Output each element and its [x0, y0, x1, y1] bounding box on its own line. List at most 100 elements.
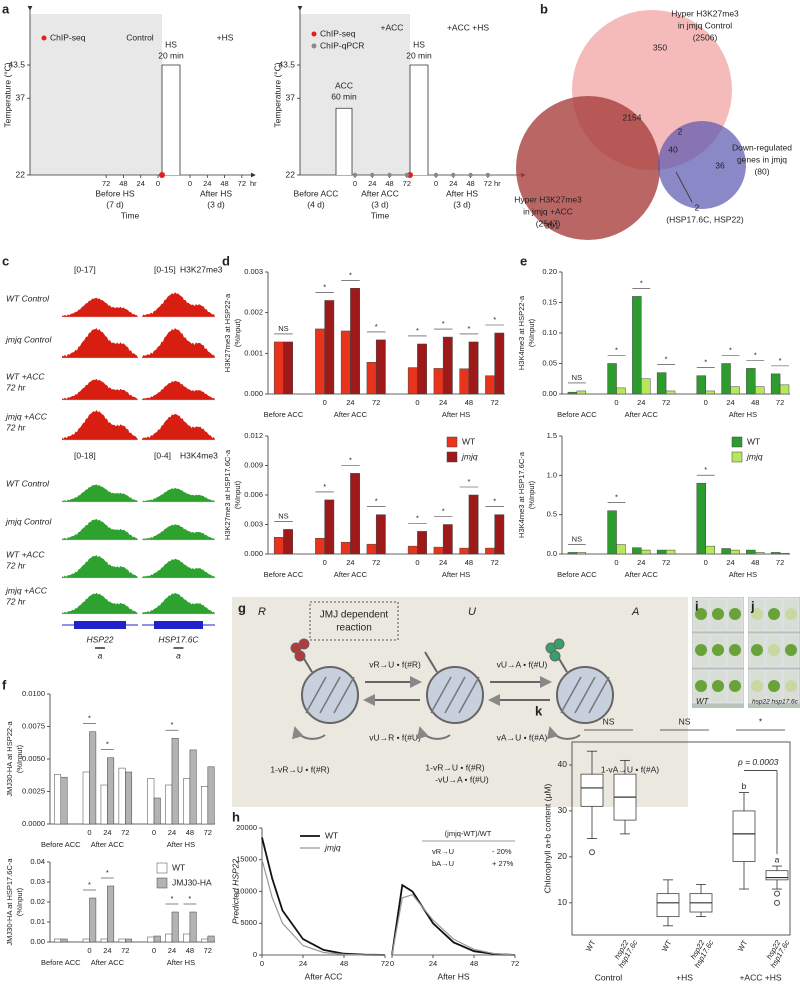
y-tick-label: 0 [253, 950, 257, 959]
sig-label: * [375, 322, 378, 331]
sig-label: NS [572, 373, 582, 382]
state-label: A [631, 606, 639, 618]
bar [54, 938, 62, 943]
y-axis-label: H3K4me3 at HSP22-a [517, 295, 526, 370]
label: (7 d) [106, 199, 124, 209]
venn-label: (2506) [693, 32, 718, 42]
y-axis-label: Temperature (°C) [2, 62, 12, 127]
group-letter: b [742, 781, 747, 791]
label: 20 min [406, 50, 432, 60]
plant [785, 680, 797, 692]
x-tick-label: 24 [726, 558, 734, 567]
plant [695, 680, 707, 692]
track [142, 593, 215, 614]
x-tick-label: 48 [470, 959, 478, 968]
venn-label: in jmjq +ACC [523, 206, 573, 216]
legend-label: JMJ30-HA [172, 877, 212, 887]
y-tick-label: 0.0050 [22, 754, 45, 763]
bar [183, 778, 191, 825]
bar [89, 731, 97, 825]
x-tick-label: 0 [415, 558, 419, 567]
sig-label: * [442, 319, 445, 328]
bar [350, 473, 360, 555]
x-tick-label: 48 [751, 398, 759, 407]
bar [616, 387, 626, 395]
row-label: WT +ACC [6, 549, 45, 559]
plant [712, 608, 724, 620]
qpcr-point [433, 172, 439, 178]
plant [751, 608, 763, 620]
bar [705, 545, 715, 555]
sig-label: * [704, 465, 707, 474]
qpcr-point [404, 172, 410, 178]
track [142, 524, 215, 540]
y-axis-label: (%Input) [233, 480, 242, 509]
group-label: +HS [676, 972, 693, 982]
y-tick-label: 0.00 [30, 937, 45, 946]
sig-label: * [349, 270, 352, 279]
x-tick-label: 0 [390, 959, 394, 968]
self-loop [292, 726, 326, 740]
row-label: 72 hr [6, 560, 27, 570]
bar [567, 391, 578, 395]
x-tick-label: 72 [662, 398, 670, 407]
sig-label: * [704, 358, 707, 367]
x-tick-label: 48 [340, 959, 348, 968]
bar [407, 545, 418, 555]
box [765, 870, 789, 881]
bar [273, 341, 284, 395]
x-tick-label: 72 [121, 946, 129, 955]
y-axis-label: JMJ30-HA at HSP17.6C-a [5, 858, 14, 946]
qpcr-point [370, 172, 375, 178]
x-tick-label: 72 [121, 828, 129, 837]
bar [696, 482, 706, 555]
label: Before ACC [294, 188, 339, 198]
bar [340, 330, 351, 395]
sig-label: * [640, 278, 643, 287]
gene-name: HSP17.6C [158, 634, 199, 644]
legend-label: jmjq [746, 451, 763, 461]
sig-label: * [323, 282, 326, 291]
venn-label: (80) [754, 166, 769, 176]
x-tick-label: 24 [449, 179, 457, 188]
label: vA→U • f(#A) [497, 732, 548, 742]
bar [60, 938, 68, 943]
legend-label: jmjq [324, 842, 341, 852]
qpcr-point [352, 172, 358, 178]
bar [770, 373, 781, 395]
bar [641, 549, 651, 555]
y-tick-label: 37 [286, 93, 296, 103]
panel-label: c [2, 253, 9, 268]
bar [721, 363, 731, 395]
qpcr-point [468, 172, 473, 178]
bar [459, 368, 470, 395]
x-tick-label: 0 [614, 558, 618, 567]
track-mark: H3K27me3 [180, 264, 223, 274]
bar [171, 737, 179, 825]
venn-acc [516, 96, 660, 240]
x-tick-label: 0 [704, 398, 708, 407]
bar [755, 552, 765, 555]
track [142, 380, 215, 400]
plant [712, 644, 724, 656]
track [142, 558, 215, 578]
bar [60, 776, 68, 825]
y-axis-label: (%Input) [527, 318, 536, 347]
legend-label: jmjq [461, 451, 478, 461]
y-tick-label: 0.012 [244, 431, 263, 440]
plant [712, 680, 724, 692]
bar [407, 367, 418, 395]
sig-label: * [106, 868, 109, 877]
label: ACC [335, 81, 353, 91]
bar [366, 362, 377, 395]
venn-label: Down-regulated [732, 142, 792, 152]
bar [147, 778, 155, 825]
y-tick-label: 37 [16, 93, 26, 103]
qpcr-point [387, 172, 392, 178]
sig-label: * [106, 740, 109, 749]
y-tick-label: 0.5 [547, 510, 557, 519]
bar [417, 343, 427, 395]
x-tick-label: 24 [103, 946, 111, 955]
track-scale: [0-17] [74, 264, 96, 274]
bar [201, 786, 209, 825]
